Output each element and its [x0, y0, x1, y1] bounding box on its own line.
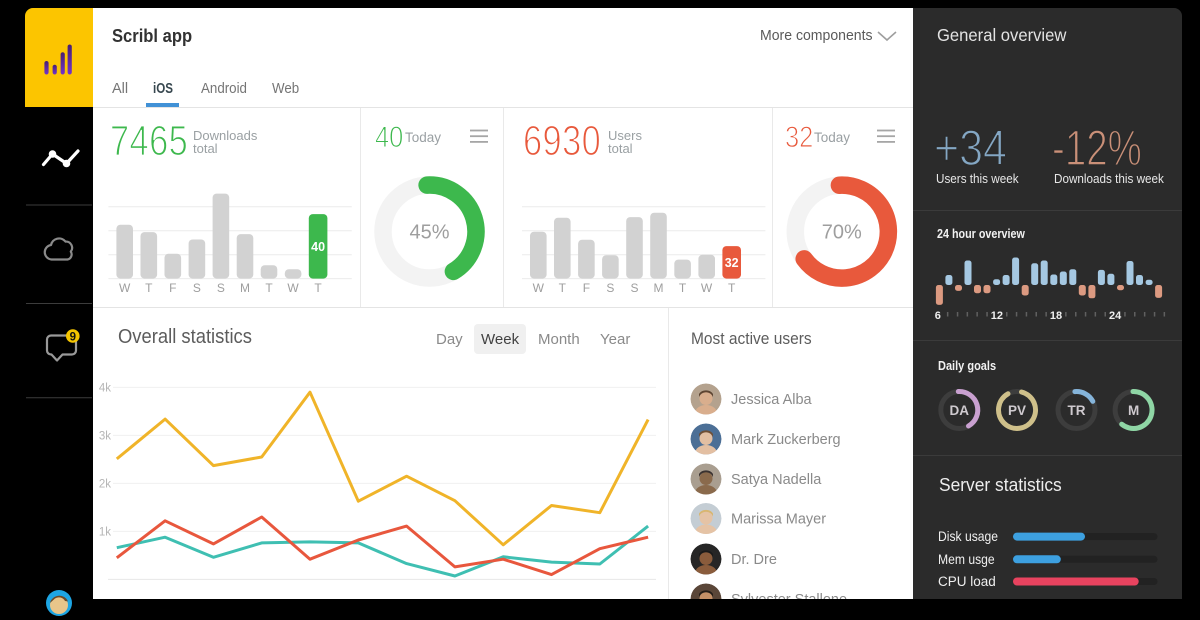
svg-text:F: F [169, 281, 176, 295]
svg-text:6: 6 [935, 310, 941, 322]
svg-text:Mark Zuckerberg: Mark Zuckerberg [731, 432, 841, 448]
svg-text:PV: PV [1008, 403, 1026, 418]
svg-text:Dr. Dre: Dr. Dre [731, 552, 777, 568]
svg-text:W: W [119, 281, 131, 295]
svg-text:40: 40 [311, 240, 325, 254]
svg-text:Satya Nadella: Satya Nadella [731, 472, 822, 488]
svg-text:Disk usage: Disk usage [938, 528, 998, 544]
svg-text:9: 9 [70, 332, 76, 344]
svg-text:W: W [701, 281, 713, 295]
svg-text:CPU load: CPU load [938, 574, 996, 589]
svg-text:70%: 70% [822, 222, 862, 244]
svg-text:1k: 1k [99, 526, 111, 538]
svg-text:Jessica Alba: Jessica Alba [731, 392, 813, 408]
svg-text:Sylvester Stallone: Sylvester Stallone [731, 592, 847, 599]
svg-text:45%: 45% [409, 222, 449, 244]
svg-text:DA: DA [950, 403, 970, 418]
svg-text:T: T [559, 281, 567, 295]
svg-text:T: T [265, 281, 273, 295]
svg-text:TR: TR [1068, 403, 1086, 418]
svg-text:W: W [533, 281, 545, 295]
svg-text:M: M [654, 281, 664, 295]
svg-text:T: T [728, 281, 736, 295]
svg-text:T: T [314, 281, 322, 295]
svg-text:4k: 4k [99, 382, 111, 394]
svg-text:S: S [217, 281, 225, 295]
svg-text:Marissa Mayer: Marissa Mayer [731, 512, 826, 528]
svg-text:T: T [679, 281, 687, 295]
svg-text:M: M [1128, 403, 1139, 418]
svg-text:M: M [240, 281, 250, 295]
svg-text:S: S [606, 281, 614, 295]
svg-text:12: 12 [991, 310, 1003, 322]
svg-text:32: 32 [725, 256, 739, 270]
svg-text:24: 24 [1109, 310, 1122, 322]
svg-text:3k: 3k [99, 430, 111, 442]
svg-text:F: F [583, 281, 590, 295]
svg-text:18: 18 [1050, 310, 1062, 322]
svg-text:Mem usge: Mem usge [938, 551, 995, 567]
svg-text:W: W [287, 281, 299, 295]
svg-text:S: S [193, 281, 201, 295]
svg-text:2k: 2k [99, 478, 111, 490]
svg-text:S: S [630, 281, 638, 295]
svg-text:T: T [145, 281, 153, 295]
